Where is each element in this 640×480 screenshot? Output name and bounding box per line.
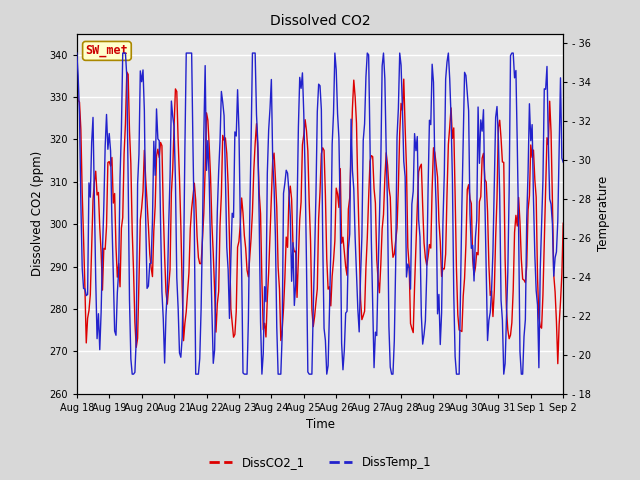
Title: Dissolved CO2: Dissolved CO2 — [269, 14, 371, 28]
Y-axis label: Temperature: Temperature — [597, 176, 610, 251]
Text: SW_met: SW_met — [86, 44, 128, 58]
Legend: DissCO2_1, DissTemp_1: DissCO2_1, DissTemp_1 — [204, 452, 436, 474]
X-axis label: Time: Time — [305, 418, 335, 431]
Y-axis label: Dissolved CO2 (ppm): Dissolved CO2 (ppm) — [31, 151, 44, 276]
